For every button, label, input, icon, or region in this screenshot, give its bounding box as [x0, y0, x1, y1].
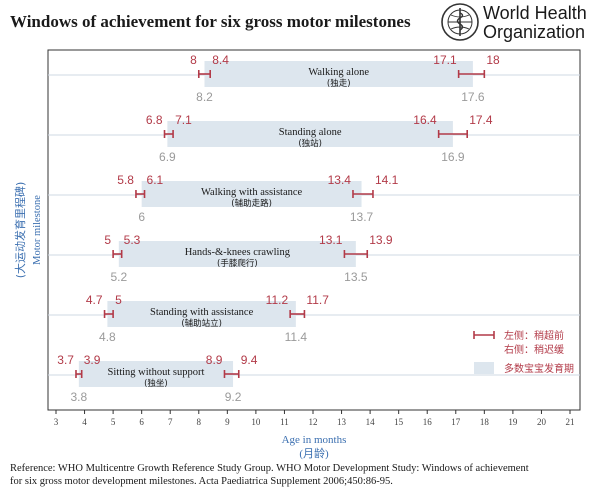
- right-ci-high-label: 9.4: [241, 353, 258, 367]
- x-axis-label-cn: (月龄): [299, 446, 329, 460]
- milestone-name-cn: (独坐): [144, 378, 168, 389]
- window-end-label: 16.9: [441, 150, 465, 164]
- org-name-line1: World Health: [483, 3, 587, 23]
- legend-ci-line2: 右侧：稍迟缓: [504, 343, 564, 356]
- window-bar: [107, 301, 296, 327]
- window-end-label: 11.4: [285, 330, 308, 344]
- left-ci-high-label: 3.9: [84, 353, 101, 367]
- x-tick-label: 17: [451, 417, 461, 427]
- right-ci-low-label: 13.1: [319, 233, 343, 247]
- x-tick-label: 15: [394, 417, 404, 427]
- milestone-name-cn: (辅助站立): [181, 318, 222, 329]
- legend-ci-line1: 左侧：稍超前: [504, 329, 564, 342]
- milestone-name-cn: (独站): [298, 138, 322, 149]
- milestone-name: Walking alone: [308, 67, 369, 78]
- milestone-name: Sitting without support: [108, 367, 205, 378]
- y-axis-label-cn: (大运动发育里程碑): [13, 182, 27, 279]
- who-logo: World Health Organization: [440, 2, 600, 44]
- right-ci-high-label: 13.9: [369, 233, 393, 247]
- window-start-label: 5.2: [110, 270, 127, 284]
- milestone-name-cn: (辅助走路): [231, 198, 272, 209]
- plot-frame: [47, 49, 581, 411]
- window-end-label: 13.7: [350, 210, 374, 224]
- window-bar: [204, 61, 473, 87]
- x-tick-label: 3: [54, 417, 59, 427]
- x-tick-label: 13: [337, 417, 347, 427]
- x-axis-label: Age in months: [282, 434, 347, 446]
- x-tick-label: 7: [168, 417, 173, 427]
- x-tick-label: 21: [566, 417, 575, 427]
- reference-line2: for six gross motor development mileston…: [10, 476, 393, 487]
- y-axis-label: Motor milestone: [32, 195, 43, 265]
- x-tick-label: 9: [225, 417, 230, 427]
- milestone-name: Hands-&-knees crawling: [185, 247, 291, 258]
- x-tick-label: 4: [82, 417, 87, 427]
- milestone-name: Walking with assistance: [201, 187, 303, 198]
- x-tick-label: 20: [537, 417, 547, 427]
- x-tick-label: 11: [280, 417, 289, 427]
- window-bar: [78, 361, 234, 387]
- window-start-label: 6.9: [159, 150, 176, 164]
- left-ci-low-label: 5.8: [117, 173, 134, 187]
- left-ci-low-label: 8: [190, 53, 197, 67]
- milestone-chart: 3 4 5 6 7 8 9 10 11 12 13 14 15 16 17 18 19 20 21 Age in mo…: [13, 49, 581, 460]
- org-name-line2: Organization: [483, 22, 586, 42]
- chart-title: Windows of achievement for six gross mot…: [10, 12, 411, 31]
- left-ci-high-label: 7.1: [175, 113, 192, 127]
- window-end-label: 17.6: [461, 90, 485, 104]
- left-ci-high-label: 6.1: [147, 173, 164, 187]
- right-ci-high-label: 17.4: [469, 113, 493, 127]
- window-start-label: 4.8: [99, 330, 116, 344]
- right-ci-high-label: 14.1: [375, 173, 399, 187]
- x-tick-label: 16: [423, 417, 433, 427]
- x-tick-label: 14: [366, 417, 376, 427]
- left-ci-low-label: 4.7: [86, 293, 103, 307]
- x-tick-label: 5: [111, 417, 116, 427]
- window-end-label: 13.5: [344, 270, 368, 284]
- legend-window-swatch: [474, 362, 494, 374]
- left-ci-low-label: 3.7: [57, 353, 74, 367]
- x-tick-label: 10: [251, 417, 261, 427]
- x-tick-label: 12: [309, 417, 318, 427]
- left-ci-high-label: 5: [115, 293, 122, 307]
- milestone-name-cn: (手膝爬行): [217, 258, 258, 269]
- window-bar: [167, 121, 453, 147]
- window-start-label: 8.2: [196, 90, 213, 104]
- left-ci-high-label: 5.3: [124, 233, 141, 247]
- right-ci-low-label: 8.9: [206, 353, 223, 367]
- reference-text: Reference: WHO Multicentre Growth Refere…: [10, 462, 590, 488]
- window-bar: [118, 241, 356, 267]
- window-start-label: 3.8: [71, 390, 88, 404]
- who-emblem-icon: [441, 3, 479, 41]
- right-ci-low-label: 16.4: [413, 113, 437, 127]
- reference-line1: Reference: WHO Multicentre Growth Refere…: [10, 463, 529, 474]
- x-tick-label: 18: [480, 417, 490, 427]
- window-start-label: 6: [138, 210, 145, 224]
- left-ci-low-label: 5: [104, 233, 111, 247]
- window-bar: [141, 181, 362, 207]
- x-tick-label: 6: [139, 417, 144, 427]
- milestone-name-cn: (独走): [327, 78, 351, 89]
- legend-window-label: 多数宝宝发育期: [504, 362, 574, 375]
- left-ci-low-label: 6.8: [146, 113, 163, 127]
- window-end-label: 9.2: [225, 390, 242, 404]
- right-ci-high-label: 18: [486, 53, 500, 67]
- x-tick-label: 19: [508, 417, 518, 427]
- right-ci-high-label: 11.7: [306, 293, 329, 307]
- right-ci-low-label: 11.2: [266, 293, 289, 307]
- x-tick-label: 8: [197, 417, 202, 427]
- right-ci-low-label: 13.4: [328, 173, 352, 187]
- milestone-name: Standing alone: [279, 127, 342, 138]
- left-ci-high-label: 8.4: [212, 53, 229, 67]
- milestone-name: Standing with assistance: [150, 307, 254, 318]
- right-ci-low-label: 17.1: [433, 53, 457, 67]
